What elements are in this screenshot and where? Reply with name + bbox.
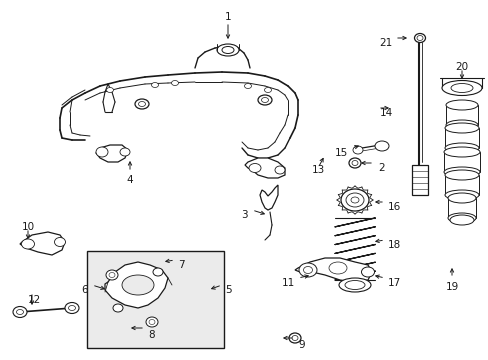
Ellipse shape bbox=[244, 84, 251, 89]
Ellipse shape bbox=[109, 273, 115, 278]
Ellipse shape bbox=[151, 82, 158, 87]
Polygon shape bbox=[96, 145, 128, 162]
Ellipse shape bbox=[96, 147, 108, 157]
Text: 20: 20 bbox=[454, 62, 468, 72]
Polygon shape bbox=[20, 232, 65, 255]
Ellipse shape bbox=[441, 81, 481, 95]
Ellipse shape bbox=[54, 238, 65, 247]
Ellipse shape bbox=[445, 100, 477, 110]
Text: 16: 16 bbox=[387, 202, 401, 212]
Ellipse shape bbox=[120, 148, 130, 156]
Ellipse shape bbox=[17, 310, 23, 315]
Ellipse shape bbox=[328, 262, 346, 274]
Text: 21: 21 bbox=[378, 38, 391, 48]
Ellipse shape bbox=[361, 267, 374, 277]
Polygon shape bbox=[244, 158, 285, 178]
Polygon shape bbox=[294, 258, 371, 282]
Ellipse shape bbox=[138, 102, 145, 107]
Ellipse shape bbox=[303, 266, 312, 274]
Ellipse shape bbox=[444, 143, 478, 153]
Ellipse shape bbox=[444, 123, 478, 133]
Ellipse shape bbox=[222, 46, 234, 54]
Text: 14: 14 bbox=[379, 108, 392, 118]
Polygon shape bbox=[411, 165, 427, 195]
Ellipse shape bbox=[338, 278, 370, 292]
Ellipse shape bbox=[261, 98, 268, 103]
Text: 19: 19 bbox=[445, 282, 458, 292]
Ellipse shape bbox=[13, 306, 27, 318]
Ellipse shape bbox=[113, 304, 123, 312]
Text: 4: 4 bbox=[126, 175, 133, 185]
Ellipse shape bbox=[374, 141, 388, 151]
Ellipse shape bbox=[248, 163, 261, 172]
Text: 15: 15 bbox=[334, 148, 347, 158]
Ellipse shape bbox=[291, 336, 297, 341]
Ellipse shape bbox=[351, 161, 357, 166]
Text: 2: 2 bbox=[377, 163, 384, 173]
Text: 6: 6 bbox=[81, 285, 88, 295]
Ellipse shape bbox=[149, 320, 155, 324]
Text: 10: 10 bbox=[22, 222, 35, 232]
Ellipse shape bbox=[264, 87, 271, 93]
Ellipse shape bbox=[449, 215, 473, 225]
Ellipse shape bbox=[447, 193, 475, 203]
Ellipse shape bbox=[106, 270, 118, 280]
Ellipse shape bbox=[106, 87, 113, 93]
Text: 17: 17 bbox=[387, 278, 401, 288]
Ellipse shape bbox=[350, 197, 358, 203]
Text: 7: 7 bbox=[178, 260, 184, 270]
Ellipse shape bbox=[65, 302, 79, 314]
Ellipse shape bbox=[346, 193, 363, 207]
Text: 9: 9 bbox=[297, 340, 304, 350]
Ellipse shape bbox=[445, 120, 477, 130]
Ellipse shape bbox=[288, 333, 301, 343]
Polygon shape bbox=[260, 185, 278, 210]
Ellipse shape bbox=[443, 147, 479, 157]
Ellipse shape bbox=[416, 36, 422, 40]
Ellipse shape bbox=[443, 167, 479, 177]
Ellipse shape bbox=[450, 84, 472, 93]
Ellipse shape bbox=[258, 95, 271, 105]
Text: 1: 1 bbox=[224, 12, 231, 22]
Ellipse shape bbox=[122, 275, 154, 295]
Ellipse shape bbox=[217, 44, 239, 56]
Ellipse shape bbox=[444, 170, 478, 180]
Ellipse shape bbox=[352, 146, 362, 154]
Text: 8: 8 bbox=[148, 330, 154, 340]
Ellipse shape bbox=[21, 239, 35, 249]
Text: 3: 3 bbox=[241, 210, 247, 220]
Ellipse shape bbox=[171, 81, 178, 85]
Ellipse shape bbox=[274, 166, 285, 174]
FancyBboxPatch shape bbox=[87, 251, 224, 348]
Ellipse shape bbox=[298, 263, 316, 277]
Ellipse shape bbox=[414, 33, 425, 42]
Polygon shape bbox=[105, 262, 168, 308]
Ellipse shape bbox=[444, 190, 478, 200]
Text: 12: 12 bbox=[28, 295, 41, 305]
Ellipse shape bbox=[345, 280, 364, 289]
Ellipse shape bbox=[340, 189, 368, 211]
Text: 5: 5 bbox=[224, 285, 231, 295]
Ellipse shape bbox=[135, 99, 149, 109]
Ellipse shape bbox=[68, 306, 75, 310]
Ellipse shape bbox=[153, 268, 163, 276]
Text: 11: 11 bbox=[281, 278, 294, 288]
Ellipse shape bbox=[146, 317, 158, 327]
Ellipse shape bbox=[348, 158, 360, 168]
Text: 18: 18 bbox=[387, 240, 401, 250]
Text: 13: 13 bbox=[311, 165, 324, 175]
Ellipse shape bbox=[447, 213, 475, 223]
